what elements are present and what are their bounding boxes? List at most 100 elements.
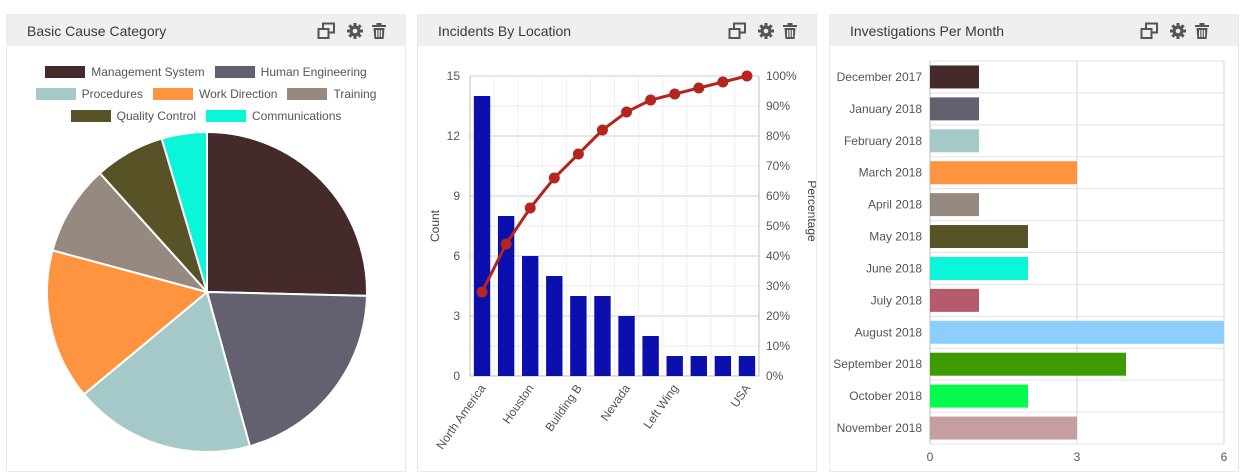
bar[interactable] bbox=[618, 316, 635, 376]
cumulative-point[interactable] bbox=[476, 286, 488, 298]
legend-swatch bbox=[206, 110, 246, 122]
bar[interactable] bbox=[738, 356, 756, 376]
cumulative-point[interactable] bbox=[645, 94, 657, 106]
legend-swatch bbox=[214, 66, 255, 78]
bar[interactable] bbox=[930, 225, 1028, 249]
y-tick-label: March 2018 bbox=[859, 166, 923, 180]
incidents-location-panel: Incidents By Location 0 3 6 9 12 15 0% 10% 20% 30… bbox=[417, 14, 817, 472]
cumulative-point[interactable] bbox=[548, 172, 560, 184]
legend-swatch bbox=[35, 88, 76, 100]
x-tick-label: USA bbox=[728, 382, 754, 410]
bar[interactable] bbox=[930, 256, 1028, 280]
y-tick-label: May 2018 bbox=[869, 230, 922, 244]
pie-slice[interactable] bbox=[51, 171, 211, 294]
legend-label: Human Engineering bbox=[260, 65, 367, 79]
y2-tick-label: 50% bbox=[766, 219, 790, 233]
bar[interactable] bbox=[522, 256, 539, 376]
pie-slice[interactable] bbox=[205, 290, 368, 448]
pie-slice[interactable] bbox=[46, 249, 210, 396]
y-tick-label: June 2018 bbox=[866, 261, 922, 275]
bar[interactable] bbox=[570, 296, 587, 376]
legend-row: Quality Control Communications bbox=[7, 109, 405, 123]
pie-slice[interactable] bbox=[206, 131, 368, 297]
legend-item[interactable]: Procedures bbox=[35, 87, 143, 101]
y2-tick-label: 70% bbox=[766, 159, 790, 173]
x-tick-label: Building B bbox=[542, 382, 584, 434]
cumulative-point[interactable] bbox=[524, 202, 536, 214]
cumulative-point[interactable] bbox=[572, 148, 584, 160]
bar[interactable] bbox=[930, 352, 1126, 376]
bar[interactable] bbox=[930, 129, 979, 153]
legend-item[interactable]: Work Direction bbox=[152, 87, 278, 101]
legend-swatch bbox=[45, 66, 86, 78]
y-axis-title: Count bbox=[428, 209, 442, 242]
bar[interactable] bbox=[642, 336, 659, 376]
cumulative-point[interactable] bbox=[596, 124, 608, 136]
cumulative-point[interactable] bbox=[500, 238, 512, 250]
bar[interactable] bbox=[930, 288, 979, 312]
pie-slice[interactable] bbox=[160, 131, 208, 293]
panel-title: Investigations Per Month bbox=[850, 23, 1005, 39]
bar[interactable] bbox=[473, 96, 491, 376]
legend-item[interactable]: Quality Control bbox=[70, 109, 196, 123]
legend-item[interactable]: Human Engineering bbox=[214, 65, 367, 79]
restore-window-icon[interactable] bbox=[728, 22, 746, 40]
cumulative-point[interactable] bbox=[669, 88, 681, 100]
y2-axis-title: Percentage bbox=[805, 180, 816, 242]
panel-header: Basic Cause Category bbox=[7, 15, 405, 46]
bar[interactable] bbox=[930, 193, 979, 217]
bar[interactable] bbox=[497, 216, 515, 376]
gear-icon[interactable] bbox=[757, 22, 775, 40]
pie-slice[interactable] bbox=[82, 290, 252, 453]
panel-header: Investigations Per Month bbox=[830, 15, 1238, 46]
bar[interactable] bbox=[714, 356, 732, 376]
bar[interactable] bbox=[930, 320, 1224, 344]
gear-icon[interactable] bbox=[346, 22, 364, 40]
panel-header: Incidents By Location bbox=[418, 15, 816, 46]
restore-window-icon[interactable] bbox=[1140, 22, 1158, 40]
y-tick-label: 15 bbox=[447, 69, 461, 83]
legend-item[interactable]: Management System bbox=[45, 65, 205, 79]
cumulative-point[interactable] bbox=[693, 82, 705, 94]
y2-tick-label: 20% bbox=[766, 309, 790, 323]
trash-icon[interactable] bbox=[371, 22, 389, 40]
bar[interactable] bbox=[930, 65, 979, 89]
y2-tick-label: 40% bbox=[766, 249, 790, 263]
x-tick-label: 6 bbox=[1221, 450, 1228, 464]
investigations-month-panel: Investigations Per Month 0 3 6 December 201… bbox=[829, 14, 1239, 472]
bar[interactable] bbox=[930, 416, 1077, 440]
bar[interactable] bbox=[930, 161, 1077, 185]
trash-icon[interactable] bbox=[782, 22, 800, 40]
legend-row: Management System Human Engineering bbox=[7, 65, 405, 79]
bar[interactable] bbox=[930, 384, 1028, 408]
y-tick-label: September 2018 bbox=[833, 357, 922, 371]
y-tick-label: 3 bbox=[453, 309, 460, 323]
cumulative-point[interactable] bbox=[621, 106, 633, 118]
legend-item[interactable]: Communications bbox=[206, 109, 341, 123]
y-tick-label: December 2017 bbox=[837, 70, 923, 84]
legend-swatch bbox=[152, 88, 193, 100]
trash-icon[interactable] bbox=[1194, 22, 1212, 40]
y2-tick-label: 90% bbox=[766, 99, 790, 113]
legend-label: Work Direction bbox=[198, 87, 278, 101]
x-tick-label: Houston bbox=[500, 382, 537, 427]
y-tick-label: October 2018 bbox=[849, 389, 922, 403]
panel-title: Basic Cause Category bbox=[27, 23, 167, 39]
legend-label: Communications bbox=[252, 109, 342, 123]
restore-window-icon[interactable] bbox=[317, 22, 335, 40]
bar[interactable] bbox=[546, 276, 563, 376]
legend-item[interactable]: Training bbox=[287, 87, 376, 101]
y2-tick-label: 60% bbox=[766, 189, 790, 203]
y-tick-label: January 2018 bbox=[849, 102, 922, 116]
bar[interactable] bbox=[690, 356, 707, 376]
bar[interactable] bbox=[666, 356, 683, 376]
bar[interactable] bbox=[594, 296, 611, 376]
y-tick-label: February 2018 bbox=[844, 134, 922, 148]
y-tick-label: July 2018 bbox=[871, 293, 923, 307]
gear-icon[interactable] bbox=[1169, 22, 1187, 40]
cumulative-point[interactable] bbox=[741, 70, 753, 82]
y2-tick-label: 0% bbox=[766, 369, 784, 383]
x-tick-label: 3 bbox=[1074, 450, 1081, 464]
bar[interactable] bbox=[930, 97, 979, 121]
cumulative-point[interactable] bbox=[717, 76, 729, 88]
